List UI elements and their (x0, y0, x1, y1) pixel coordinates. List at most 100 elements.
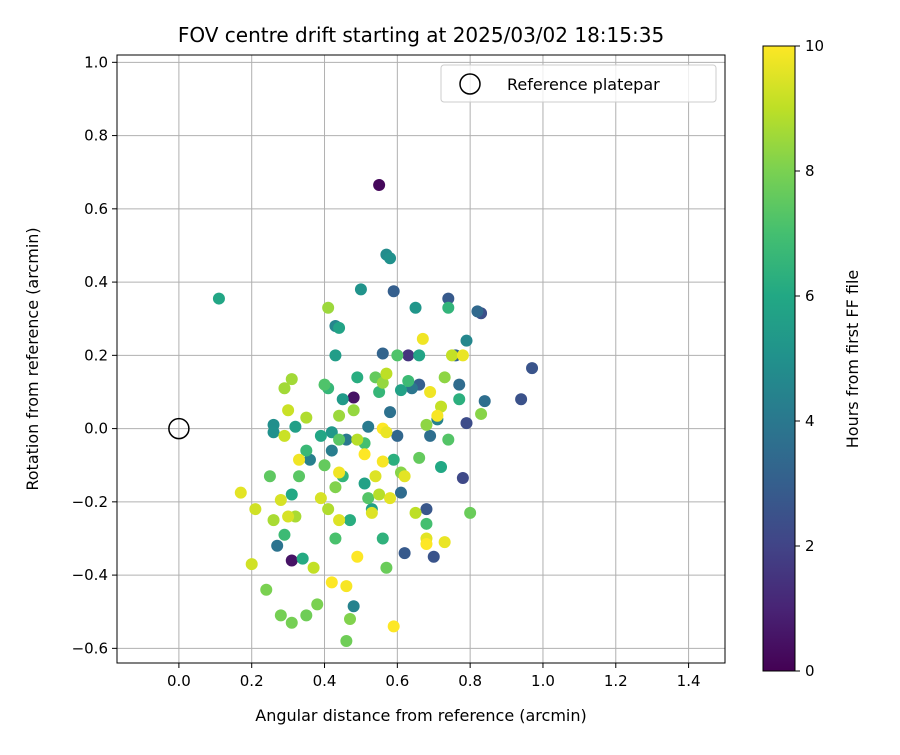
colorbar-label: Hours from first FF file (843, 270, 862, 449)
data-point (329, 481, 342, 494)
x-tick-label: 1.4 (677, 672, 701, 690)
data-point (431, 409, 444, 422)
data-point (282, 510, 295, 523)
data-point (322, 301, 335, 314)
data-point (307, 561, 320, 574)
data-point (333, 409, 346, 422)
legend-reference-marker (459, 73, 481, 95)
data-point (274, 609, 287, 622)
data-point (344, 613, 357, 626)
data-point (296, 552, 309, 565)
x-tick-label: 0.8 (458, 672, 482, 690)
data-point (387, 453, 400, 466)
data-point (445, 349, 458, 362)
data-point (358, 448, 371, 461)
data-point (278, 382, 291, 395)
data-point (260, 583, 273, 596)
data-point (311, 598, 324, 611)
data-point (249, 503, 262, 516)
data-point (282, 404, 295, 417)
data-point (351, 371, 364, 384)
data-point (314, 492, 327, 505)
data-point (358, 477, 371, 490)
x-tick-label: 1.2 (604, 672, 628, 690)
data-point (424, 429, 437, 442)
data-point (376, 532, 389, 545)
x-tick-label: 0.4 (313, 672, 337, 690)
data-point (460, 334, 473, 347)
data-point (293, 470, 306, 483)
data-point (318, 378, 331, 391)
data-point (460, 417, 473, 430)
data-point (442, 301, 455, 314)
data-point (387, 285, 400, 298)
data-point (285, 616, 298, 629)
data-point (435, 461, 448, 474)
data-point (285, 373, 298, 386)
data-point (380, 426, 393, 439)
data-point (289, 420, 302, 433)
data-point (453, 378, 466, 391)
data-point (340, 635, 353, 648)
data-point (274, 494, 287, 507)
data-point (376, 376, 389, 389)
data-point (384, 252, 397, 265)
data-point (442, 433, 455, 446)
data-point (362, 492, 375, 505)
data-point (314, 429, 327, 442)
data-point (347, 391, 360, 404)
legend: Reference platepar (440, 64, 717, 103)
legend-label: Reference platepar (507, 75, 660, 94)
data-point (322, 503, 335, 516)
data-point (325, 444, 338, 457)
data-point (471, 305, 484, 318)
data-point (413, 451, 426, 464)
data-point (329, 532, 342, 545)
data-point (285, 554, 298, 567)
data-point (394, 486, 407, 499)
data-point (234, 486, 247, 499)
data-point (464, 506, 477, 519)
data-point (438, 536, 451, 549)
x-axis-label: Angular distance from reference (arcmin) (255, 706, 586, 725)
data-point (373, 179, 386, 192)
colorbar-ticks: 0 2 4 6 8 10 (795, 37, 824, 680)
data-point (340, 580, 353, 593)
data-point (333, 321, 346, 334)
data-point (263, 470, 276, 483)
colorbar-tick-label: 2 (805, 537, 815, 555)
y-tick-label: 0.4 (84, 273, 108, 291)
data-point (413, 349, 426, 362)
data-point (402, 374, 415, 387)
data-point (369, 470, 382, 483)
data-point (442, 292, 455, 305)
data-point (300, 609, 313, 622)
plot-frame (116, 54, 726, 664)
data-point (267, 426, 280, 439)
data-point (347, 600, 360, 613)
data-point (409, 301, 422, 314)
y-tick-label: −0.4 (72, 566, 108, 584)
data-point (438, 371, 451, 384)
data-point (365, 506, 378, 519)
colorbar-gradient (762, 45, 796, 672)
data-point (278, 528, 291, 541)
colorbar-tick-label: 0 (805, 662, 815, 680)
data-point (424, 385, 437, 398)
data-point (456, 472, 469, 485)
data-point (347, 404, 360, 417)
data-point (351, 550, 364, 563)
data-point (333, 466, 346, 479)
data-point (267, 514, 280, 527)
data-point (318, 459, 331, 472)
data-point (475, 407, 488, 420)
y-tick-label: 0.6 (84, 200, 108, 218)
data-point (380, 367, 393, 380)
y-tick-label: 0.8 (84, 127, 108, 145)
y-tick-label: −0.6 (72, 639, 108, 657)
legend-box (440, 64, 717, 103)
data-point (293, 453, 306, 466)
data-point (387, 620, 400, 633)
data-point (325, 426, 338, 439)
data-point (384, 492, 397, 505)
